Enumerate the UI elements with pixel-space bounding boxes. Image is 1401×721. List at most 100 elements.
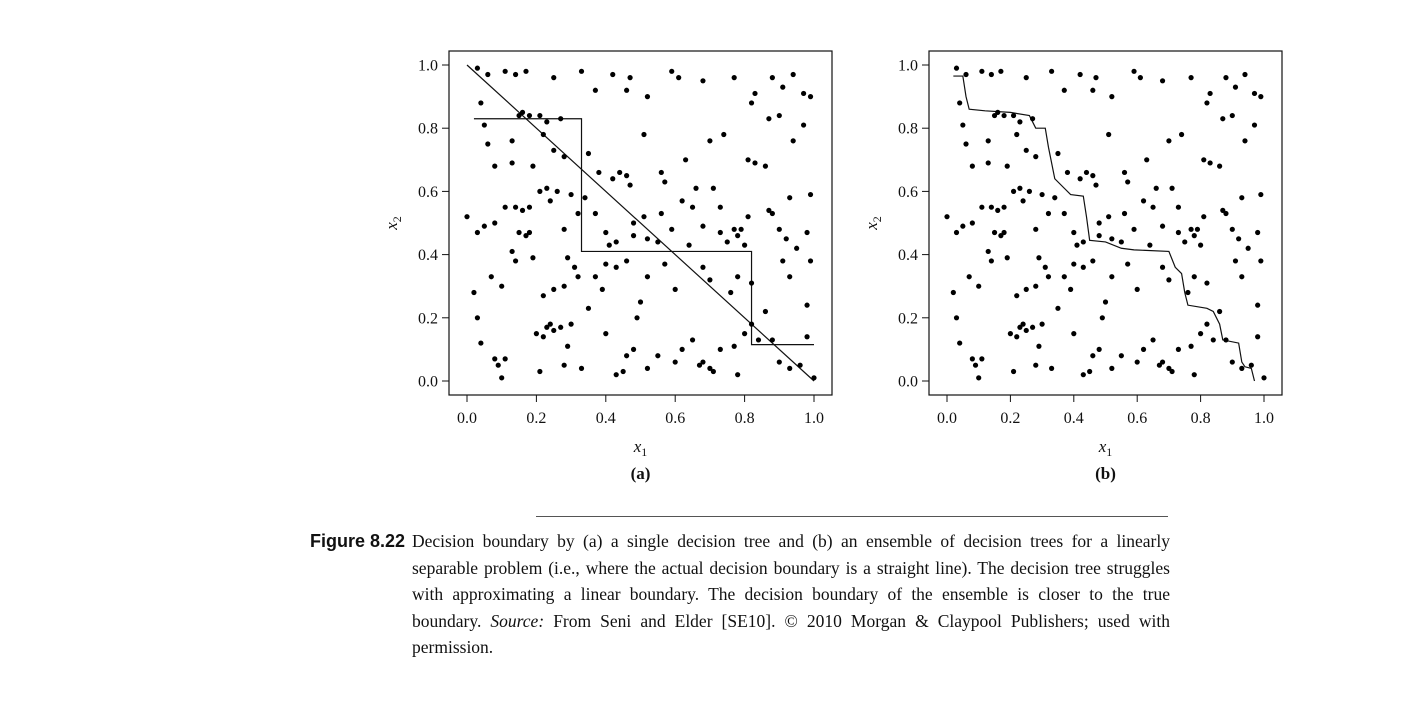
y-tick-label: 0.2 [418, 310, 438, 327]
data-point [1137, 75, 1143, 81]
data-point [1251, 90, 1258, 97]
data-point [582, 195, 588, 201]
data-point [1166, 138, 1172, 144]
data-point [1052, 195, 1058, 201]
data-point [679, 198, 685, 204]
data-point [1175, 229, 1182, 236]
data-point [1159, 359, 1166, 365]
data-point [780, 84, 786, 90]
data-point [571, 264, 578, 270]
data-point [658, 169, 664, 176]
data-point [969, 163, 975, 169]
data-point [523, 233, 529, 239]
data-point [1220, 207, 1226, 213]
data-point [748, 280, 755, 286]
data-point [721, 131, 727, 138]
data-point [991, 112, 998, 119]
data-point [578, 365, 585, 371]
data-point [1210, 337, 1216, 343]
panel-a: 0.0 0.2 0.4 0.6 0.8 1.0 0.0 0.2 0.4 0.6 0.8 1.0 x1 x2… [382, 50, 833, 483]
data-point [551, 286, 557, 292]
data-point [1083, 169, 1090, 176]
data-point [1204, 321, 1210, 327]
data-point [1248, 362, 1254, 368]
data-point [1223, 337, 1229, 343]
data-point [617, 169, 623, 176]
data-point [963, 141, 969, 147]
data-point [807, 94, 814, 100]
data-point [662, 261, 668, 267]
data-point [547, 198, 553, 204]
data-point [492, 220, 498, 226]
data-point [776, 359, 782, 365]
data-point [1093, 182, 1099, 188]
data-point [689, 204, 696, 210]
data-point [624, 87, 630, 93]
data-point [976, 283, 982, 289]
data-point [1245, 245, 1251, 251]
data-point [537, 188, 543, 194]
data-point [565, 255, 571, 261]
data-point [700, 264, 706, 270]
data-point [1106, 131, 1112, 138]
y-tick-label: 0.8 [418, 121, 438, 138]
data-point [1159, 78, 1166, 84]
data-point [512, 204, 519, 210]
data-point [1096, 233, 1102, 239]
data-point [592, 210, 598, 217]
data-point [776, 226, 782, 232]
data-point [979, 68, 985, 74]
data-point [610, 71, 616, 78]
data-point [1017, 119, 1023, 125]
x-tick-label: 0.4 [1064, 410, 1084, 427]
data-point [742, 331, 748, 337]
data-point [953, 229, 960, 236]
data-point [502, 356, 508, 362]
data-point [780, 258, 786, 264]
data-point [1068, 286, 1074, 292]
data-point [731, 226, 737, 232]
data-point [985, 138, 991, 144]
data-point [492, 356, 498, 362]
data-point [1229, 112, 1235, 119]
data-point [1159, 223, 1166, 229]
y-axis-label: x2 [862, 216, 884, 231]
data-point [1055, 305, 1061, 311]
data-point [624, 353, 630, 359]
data-point [1255, 334, 1261, 340]
data-point [478, 340, 484, 346]
data-point [717, 204, 723, 210]
data-point [551, 75, 557, 81]
data-point [1140, 198, 1147, 204]
data-point [1144, 157, 1150, 163]
data-point [1017, 324, 1023, 330]
data-point [1261, 375, 1267, 381]
data-point [620, 368, 626, 375]
data-point [957, 100, 963, 106]
data-point [1033, 283, 1039, 289]
y-tick-label: 0.4 [898, 247, 918, 264]
data-point [1156, 362, 1162, 368]
data-point [1042, 264, 1048, 270]
data-point [1121, 210, 1128, 217]
data-point [1258, 191, 1264, 198]
data-point [1096, 220, 1102, 226]
data-point [1033, 154, 1039, 160]
figure-panels: 0.0 0.2 0.4 0.6 0.8 1.0 0.0 0.2 0.4 0.6 0.8 1.0 x1 x2… [382, 50, 1283, 483]
data-point [1029, 116, 1036, 122]
data-point [547, 321, 553, 327]
data-point [495, 362, 501, 368]
data-point [804, 229, 810, 236]
data-point [1061, 274, 1067, 280]
data-point [512, 258, 519, 264]
data-point [481, 122, 487, 128]
data-point [596, 169, 602, 176]
caption-text: Decision boundary by (a) a single decisi… [412, 528, 1170, 661]
data-point [669, 68, 675, 74]
data-point [613, 239, 619, 245]
data-point [630, 233, 637, 239]
data-point [1140, 346, 1147, 352]
data-point [530, 255, 536, 261]
data-point [624, 173, 630, 179]
data-point [1150, 337, 1156, 343]
